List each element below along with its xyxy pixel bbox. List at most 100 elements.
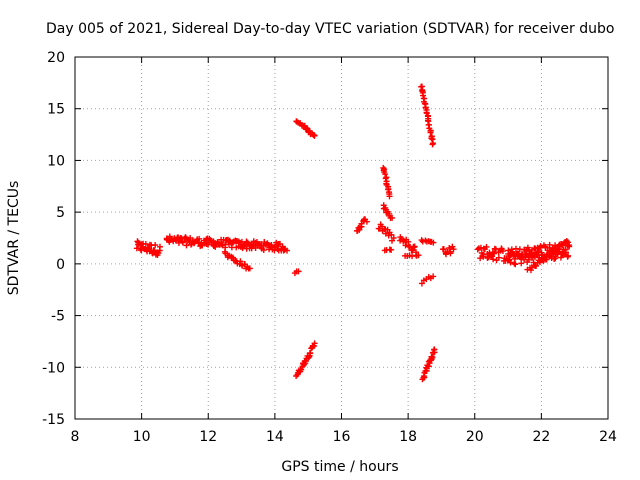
y-tick-label: -15 [42, 412, 65, 428]
grid-lines [75, 57, 608, 419]
series-seg-18-5 [418, 237, 437, 246]
data-point [152, 241, 159, 248]
axis-ticks: 8 10 12 14 16 18 20 22 24 -15 -10 -5 0 5 10 15 20 [42, 50, 617, 445]
data-point [533, 262, 540, 269]
data-point [386, 193, 393, 200]
data-point [525, 256, 532, 263]
data-point [429, 141, 436, 148]
data-point [440, 246, 447, 253]
data-point [388, 246, 395, 253]
data-point [311, 132, 318, 139]
data-point [151, 247, 158, 254]
data-point [418, 280, 425, 287]
data-point [483, 243, 490, 250]
y-tick-label: 20 [47, 50, 65, 66]
data-point [420, 92, 427, 99]
series-seg-17-low [381, 246, 395, 254]
data-point [390, 234, 397, 241]
data-point [490, 256, 497, 263]
data-point [427, 129, 434, 136]
series-seg-low-14-15 [293, 340, 318, 379]
data-point [430, 273, 437, 280]
data-point [518, 260, 525, 267]
x-tick-label: 18 [399, 429, 417, 445]
data-point [179, 239, 186, 246]
data-point [557, 254, 564, 261]
data-point [431, 346, 438, 353]
series-seg-isolated [291, 268, 302, 277]
data-point [244, 239, 251, 246]
series-seg-17-rise [380, 164, 393, 200]
data-point [410, 244, 417, 251]
data-point [298, 366, 305, 373]
data-point [480, 253, 487, 260]
x-axis-label: GPS time / hours [281, 459, 398, 475]
data-point [566, 243, 573, 250]
data-point [237, 258, 244, 265]
data-point [307, 349, 314, 356]
data-point [492, 246, 499, 253]
data-point [246, 265, 253, 272]
series-seg-18-2 [402, 252, 416, 260]
data-point [565, 239, 572, 246]
y-tick-label: -10 [42, 360, 65, 376]
y-tick-label: 10 [47, 153, 65, 169]
data-point [409, 247, 416, 254]
data-point [306, 127, 313, 134]
data-points [133, 83, 573, 383]
data-point [388, 231, 395, 238]
series-seg-early-band-a [133, 238, 163, 259]
data-point [183, 242, 190, 249]
data-point [196, 235, 203, 242]
series-seg-17-cluster [375, 221, 397, 244]
y-tick-label: 0 [56, 257, 65, 273]
series-seg-late-descent [524, 238, 572, 274]
series-seg-19 [439, 243, 457, 258]
data-point [409, 253, 416, 260]
data-point [428, 135, 435, 142]
data-point [283, 247, 290, 254]
data-point [565, 252, 572, 259]
data-point [450, 246, 457, 253]
data-point [295, 268, 302, 275]
x-tick-label: 16 [333, 429, 351, 445]
series-seg-high-14-15 [293, 118, 318, 139]
data-point [389, 214, 396, 221]
series-seg-17-8 [397, 234, 422, 259]
y-axis-label: SDTVAR / TECUs [6, 181, 22, 296]
data-point [477, 244, 484, 251]
data-point [535, 248, 542, 255]
chart-title: Day 005 of 2021, Sidereal Day-to-day VTE… [46, 21, 614, 37]
series-seg-late-a [474, 243, 512, 264]
data-point [363, 218, 370, 225]
series-seg-descending-1 [221, 248, 253, 272]
y-tick-label: 15 [47, 102, 65, 118]
data-point [563, 238, 570, 245]
data-point [446, 245, 453, 252]
data-point [512, 261, 519, 268]
x-tick-label: 22 [532, 429, 550, 445]
series-seg-high-18 [418, 83, 437, 148]
series-seg-low-18-neg10 [419, 346, 438, 383]
series-seg-17-mid [380, 202, 396, 221]
data-point [229, 254, 236, 261]
data-point [474, 246, 481, 253]
data-point [507, 259, 514, 266]
data-point [495, 254, 502, 261]
x-tick-label: 8 [71, 429, 80, 445]
data-point [499, 248, 506, 255]
x-tick-label: 14 [266, 429, 284, 445]
data-point [506, 253, 513, 260]
y-tick-label: -5 [51, 309, 65, 325]
data-point [477, 255, 484, 262]
data-point [418, 83, 425, 90]
data-point [311, 340, 318, 347]
data-point [415, 252, 422, 259]
x-tick-label: 24 [599, 429, 617, 445]
series-seg-16-5 [354, 216, 370, 234]
data-point [430, 239, 437, 246]
x-tick-label: 12 [199, 429, 217, 445]
x-tick-label: 20 [466, 429, 484, 445]
x-tick-label: 10 [133, 429, 151, 445]
